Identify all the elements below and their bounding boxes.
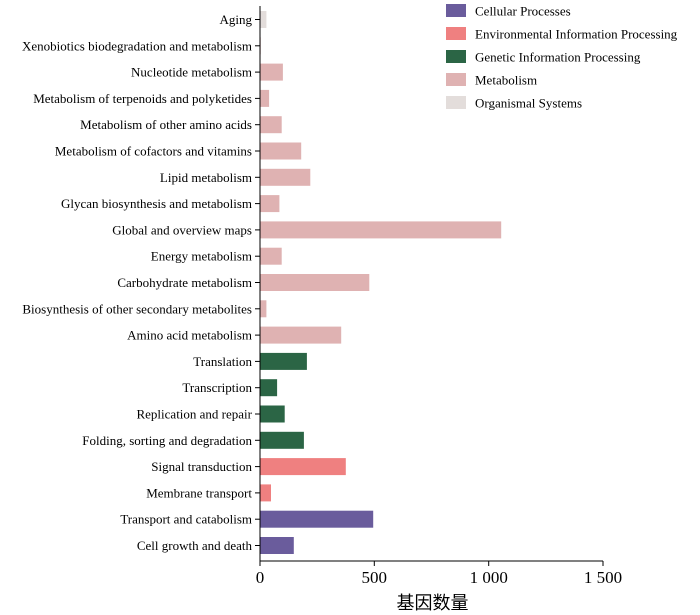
bar-3	[260, 89, 270, 107]
bar-13	[260, 352, 307, 370]
bar-2	[260, 63, 283, 81]
legend-swatch	[446, 96, 466, 109]
bar-7	[260, 195, 280, 213]
bar-20	[260, 537, 294, 554]
legend-swatch	[446, 27, 466, 40]
x-tick-label: 1 000	[470, 568, 508, 587]
y-tick-label: Transport and catabolism	[120, 512, 252, 527]
bar-9	[260, 247, 282, 265]
bar-16	[260, 431, 304, 449]
y-tick-label: Lipid metabolism	[160, 170, 252, 185]
bar-19	[260, 510, 374, 528]
bar-12	[260, 326, 342, 344]
legend-label: Genetic Information Processing	[475, 50, 641, 65]
bar-6	[260, 168, 311, 186]
x-ticks: 0 500 1 000 1 500	[256, 561, 622, 587]
y-tick-label: Translation	[193, 354, 252, 369]
y-tick-labels: Aging Xenobiotics biodegradation and meta…	[22, 12, 260, 553]
y-tick-label: Metabolism of cofactors and vitamins	[55, 144, 252, 159]
bar-18	[260, 484, 271, 502]
y-tick-label: Energy metabolism	[151, 249, 252, 264]
y-tick-label: Glycan biosynthesis and metabolism	[61, 196, 252, 211]
bar-4	[260, 116, 282, 134]
bar-0	[260, 11, 267, 28]
y-tick-label: Metabolism of terpenoids and polyketides	[33, 91, 252, 106]
bar-15	[260, 405, 285, 423]
legend-swatch	[446, 50, 466, 63]
bar-5	[260, 142, 302, 160]
bar-14	[260, 379, 278, 397]
y-tick-label: Nucleotide metabolism	[131, 65, 252, 80]
x-tick-label: 0	[256, 568, 265, 587]
y-tick-label: Cell growth and death	[137, 538, 253, 553]
bar-8	[260, 221, 502, 239]
y-tick-label: Metabolism of other amino acids	[80, 117, 252, 132]
y-tick-label: Membrane transport	[146, 485, 252, 500]
x-axis-title: 基因数量	[397, 593, 469, 613]
bars-layer	[260, 11, 502, 554]
bar-17	[260, 458, 346, 476]
y-tick-label: Aging	[220, 12, 253, 27]
x-tick-label: 1 500	[584, 568, 622, 587]
y-tick-label: Global and overview maps	[112, 222, 252, 237]
bar-10	[260, 274, 370, 291]
y-tick-label: Amino acid metabolism	[127, 328, 252, 343]
y-tick-label: Transcription	[182, 380, 252, 395]
y-tick-label: Biosynthesis of other secondary metaboli…	[22, 301, 252, 316]
y-tick-label: Folding, sorting and degradation	[82, 433, 252, 448]
legend-label: Organismal Systems	[475, 96, 582, 111]
y-tick-label: Carbohydrate metabolism	[117, 275, 252, 290]
y-tick-label: Replication and repair	[136, 407, 252, 422]
legend-label: Cellular Processes	[475, 4, 571, 19]
bar-11	[260, 300, 267, 318]
legend: Cellular Processes Environmental Informat…	[446, 4, 678, 111]
legend-label: Environmental Information Processing	[475, 27, 678, 42]
y-tick-label: Signal transduction	[151, 459, 252, 474]
y-tick-label: Xenobiotics biodegradation and metabolis…	[22, 38, 252, 53]
x-tick-label: 500	[362, 568, 388, 587]
legend-swatch	[446, 73, 466, 86]
legend-swatch	[446, 4, 466, 17]
legend-label: Metabolism	[475, 73, 537, 88]
